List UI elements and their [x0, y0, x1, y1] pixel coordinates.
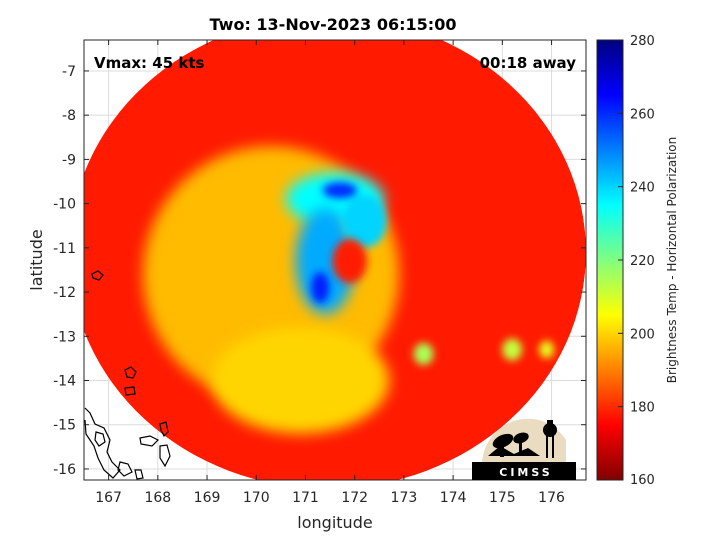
coastline-island	[159, 444, 171, 468]
plot-frame	[83, 39, 587, 481]
time-away-annotation: 00:18 away	[480, 54, 577, 72]
colorbar-ticks: 160 180 200 220 240 260 280	[618, 34, 655, 488]
x-tick-label: 168	[144, 490, 171, 506]
y-axis-title: latitude	[27, 229, 46, 290]
x-tick-label: 173	[391, 490, 418, 506]
swath-feature-core-arc	[342, 194, 387, 248]
coastline-island	[134, 469, 144, 480]
y-tick-label: -14	[53, 374, 76, 390]
swath-feature-hot-spot-2	[311, 272, 330, 304]
swath-feature-core-center	[295, 208, 355, 315]
x-axis-title: longitude	[297, 513, 372, 532]
colorbar-tick-label: 260	[630, 107, 655, 122]
colorbar-tick-label: 220	[630, 254, 655, 269]
y-tick-label: -10	[53, 197, 76, 213]
x-tick-label: 172	[341, 490, 368, 506]
swath-feature-cell-east-1	[413, 342, 434, 366]
y-tick-label: -8	[62, 108, 76, 124]
x-tick-label: 167	[95, 490, 122, 506]
y-tick-label: -7	[62, 64, 76, 80]
coastline-island	[91, 270, 104, 281]
y-tick-label: -9	[62, 152, 76, 168]
swath-feature-hot-spot-1	[322, 182, 358, 199]
coastline-island	[94, 431, 106, 447]
colorbar-title: Brightness Temp - Horizontal Polarizatio…	[665, 137, 679, 384]
y-tick-label: -12	[53, 285, 76, 301]
y-tick-label: -15	[53, 418, 76, 434]
coastline-island	[124, 366, 137, 379]
x-tick-label: 174	[440, 490, 467, 506]
x-axis: 167 168 169 170 171 172 173 174 175 176	[95, 40, 565, 506]
colorbar-tick-label: 180	[630, 401, 655, 416]
colorbar: 160 180 200 220 240 260 280 Brightness Temp - …	[596, 34, 679, 488]
y-axis: -7 -8 -9 -10 -11 -12 -13 -14 -15 -16	[53, 64, 586, 478]
chart-title: Two: 13-Nov-2023 06:15:00	[210, 15, 457, 34]
swath-feature-cell-east-2	[502, 338, 523, 361]
swath-feature-cell-east-3	[539, 340, 555, 359]
coastline-island	[124, 386, 136, 396]
y-tick-label: -11	[53, 241, 76, 257]
colorbar-tick-label: 280	[630, 34, 655, 49]
coastline-island	[139, 435, 160, 447]
coastline-island	[84, 407, 121, 479]
colorbar-tick-label: 160	[630, 473, 655, 488]
microwave-swath	[84, 40, 586, 480]
x-tick-label: 175	[489, 490, 516, 506]
x-tick-label: 171	[292, 490, 319, 506]
x-tick-label: 169	[194, 490, 221, 506]
coastline-island	[117, 461, 133, 477]
cimss-logo: CIMSS	[472, 418, 576, 480]
coastline-island	[159, 421, 169, 438]
logo-dish-icon	[488, 432, 540, 457]
y-tick-label: -13	[53, 329, 76, 345]
swath-feature-band-south	[211, 327, 390, 434]
y-tick-label: -16	[53, 462, 76, 478]
colorbar-tick-label: 200	[630, 327, 655, 342]
logo-text: CIMSS	[499, 466, 552, 479]
x-tick-label: 176	[538, 490, 565, 506]
coastlines	[84, 270, 171, 480]
swath-feature-eye	[332, 238, 367, 284]
vmax-annotation: Vmax: 45 kts	[94, 54, 204, 72]
logo-tower-icon	[543, 420, 557, 458]
logo-bar	[472, 462, 576, 480]
colorbar-tick-label: 240	[630, 181, 655, 196]
x-tick-label: 170	[243, 490, 270, 506]
